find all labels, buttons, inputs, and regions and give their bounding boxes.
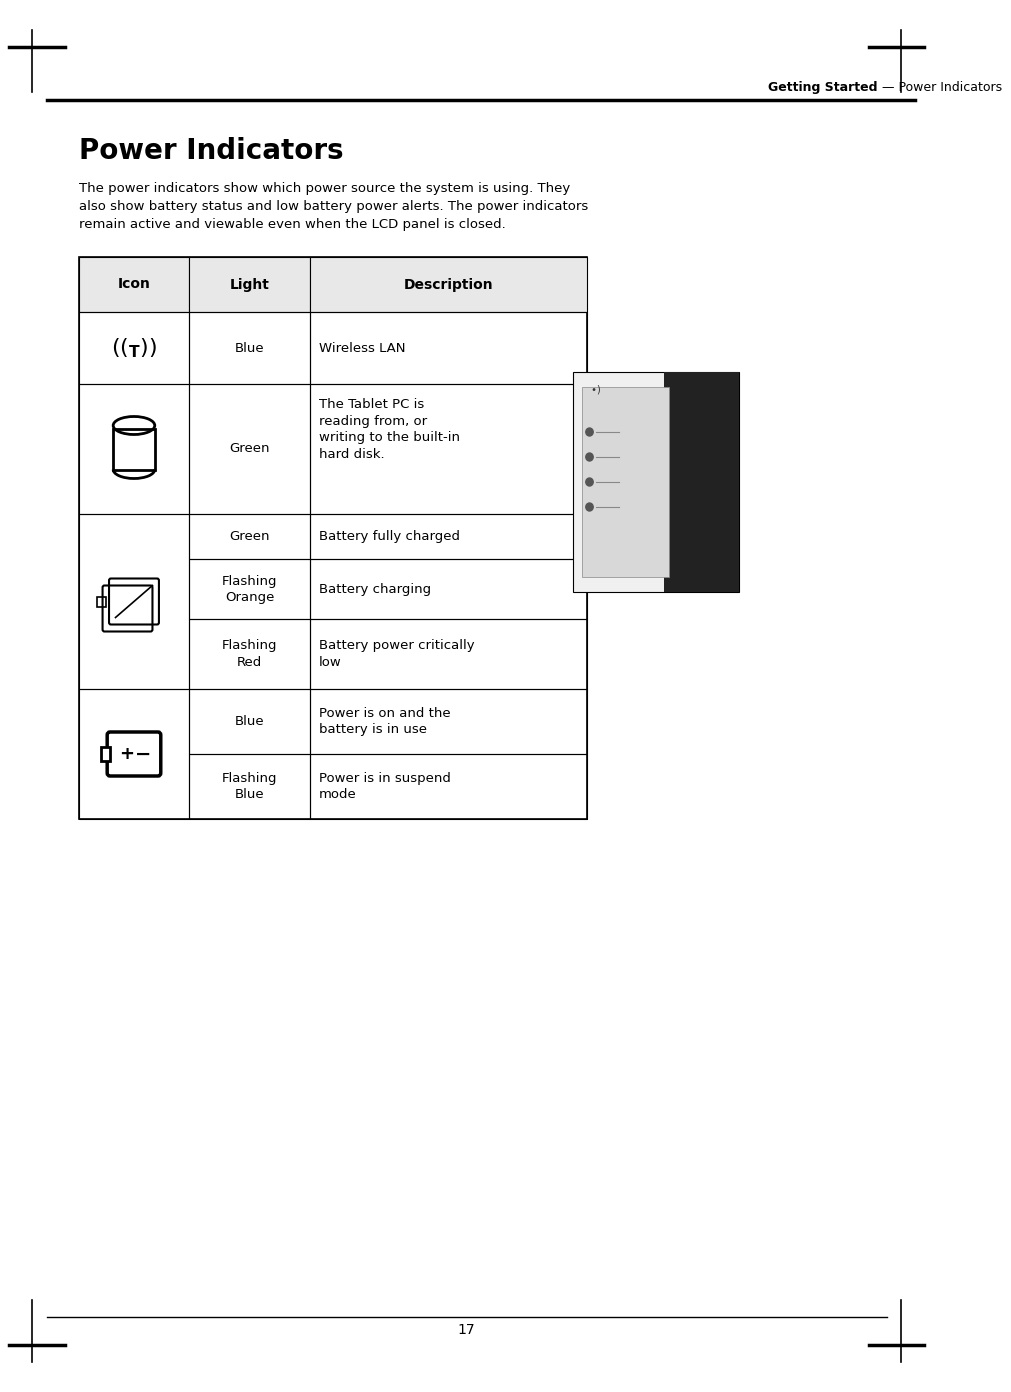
Text: — Power Indicators: — Power Indicators — [878, 81, 1002, 95]
Text: Power is in suspend
mode: Power is in suspend mode — [318, 773, 451, 800]
Bar — [309, 560, 586, 619]
Bar — [97, 597, 106, 607]
Bar — [189, 312, 309, 384]
Bar — [189, 689, 309, 754]
Text: Blue: Blue — [235, 715, 264, 728]
Circle shape — [585, 452, 593, 461]
Text: Green: Green — [229, 443, 270, 455]
Text: The power indicators show which power source the system is using. They
also show: The power indicators show which power so… — [79, 182, 587, 231]
Text: Wireless LAN: Wireless LAN — [318, 341, 405, 355]
Bar — [573, 372, 739, 592]
Bar — [79, 312, 189, 384]
Polygon shape — [582, 387, 669, 578]
Bar — [79, 514, 189, 689]
Text: Flashing
Orange: Flashing Orange — [221, 575, 277, 604]
Bar — [309, 619, 586, 689]
Text: Icon: Icon — [117, 277, 151, 291]
Text: Battery fully charged: Battery fully charged — [318, 530, 460, 543]
Bar — [79, 258, 189, 312]
Text: Description: Description — [403, 277, 493, 291]
Text: −: − — [135, 745, 152, 763]
Text: Green: Green — [229, 530, 270, 543]
Bar — [101, 748, 110, 761]
Text: Getting Started: Getting Started — [768, 81, 878, 95]
Text: +: + — [119, 745, 134, 763]
Text: $\bullet$): $\bullet$) — [589, 383, 601, 395]
Bar — [79, 258, 586, 818]
Bar — [79, 384, 189, 514]
Bar — [189, 560, 309, 619]
Text: (($\mathbf{_T}$)): (($\mathbf{_T}$)) — [111, 337, 157, 359]
Bar — [189, 258, 309, 312]
Text: 17: 17 — [458, 1322, 475, 1336]
Circle shape — [585, 427, 593, 436]
Bar — [664, 372, 739, 592]
Bar — [189, 514, 309, 560]
Bar — [309, 514, 586, 560]
Text: Power is on and the
battery is in use: Power is on and the battery is in use — [318, 707, 450, 736]
Circle shape — [585, 477, 593, 486]
Text: The Tablet PC is
reading from, or
writing to the built-in
hard disk.: The Tablet PC is reading from, or writin… — [318, 398, 460, 462]
Bar — [309, 312, 586, 384]
Bar — [189, 619, 309, 689]
Bar — [189, 384, 309, 514]
Bar — [309, 258, 586, 312]
Circle shape — [585, 503, 593, 511]
Bar — [309, 384, 586, 514]
Bar — [309, 754, 586, 818]
Text: Flashing
Red: Flashing Red — [221, 639, 277, 668]
Text: Battery power critically
low: Battery power critically low — [318, 639, 474, 668]
Bar — [79, 689, 189, 818]
Bar — [189, 754, 309, 818]
Text: Light: Light — [229, 277, 269, 291]
Text: Flashing
Blue: Flashing Blue — [221, 773, 277, 800]
Bar — [113, 429, 155, 469]
Text: Battery charging: Battery charging — [318, 582, 431, 596]
Text: Power Indicators: Power Indicators — [79, 136, 343, 166]
Text: Blue: Blue — [235, 341, 264, 355]
Bar — [309, 689, 586, 754]
